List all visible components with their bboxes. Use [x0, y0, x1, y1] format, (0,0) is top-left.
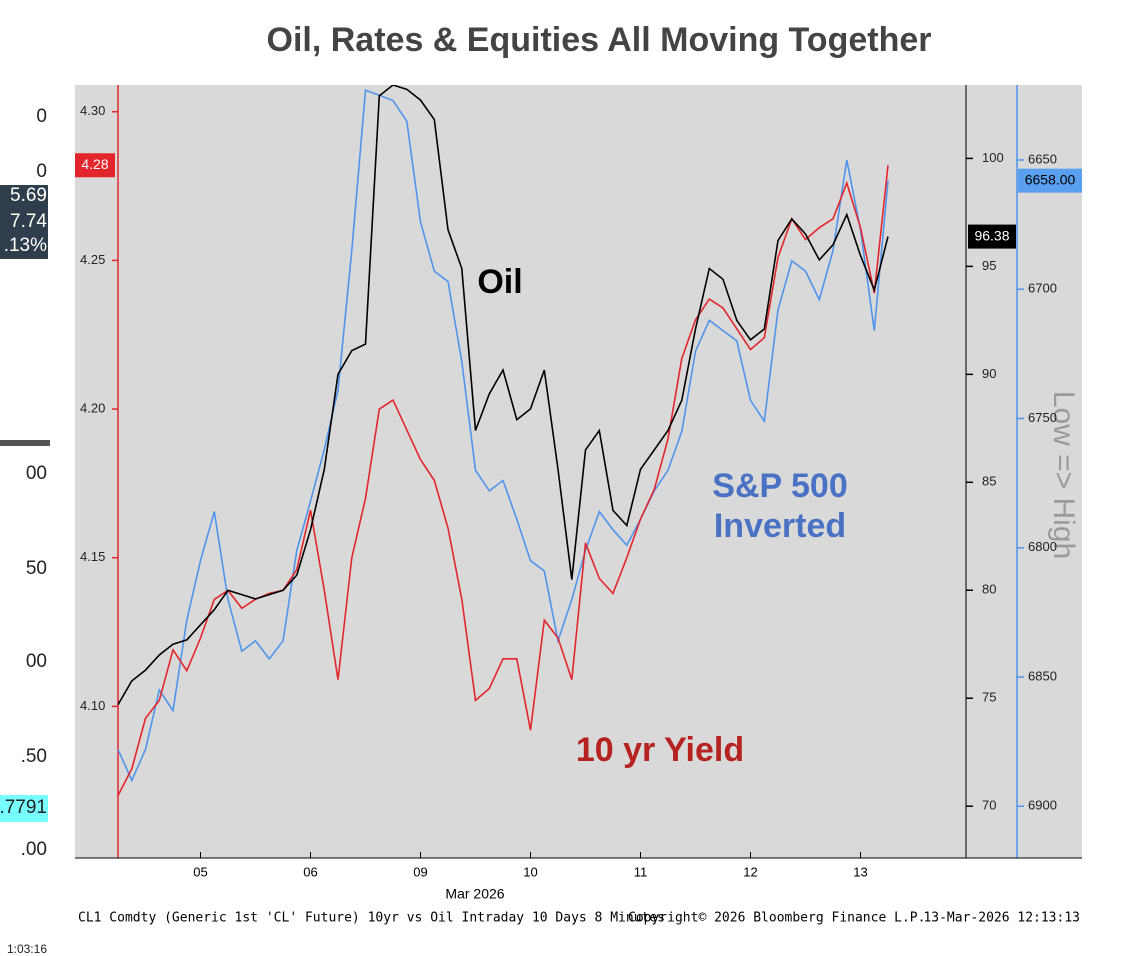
series-label: S&P 500 Inverted: [712, 467, 848, 545]
series-label: Oil: [477, 263, 523, 301]
last-value-box: [75, 153, 115, 178]
tick-label: 100: [982, 150, 1004, 165]
footer: Copyright© 2026 Bloomberg Finance L.P.: [628, 911, 925, 926]
side-text: .7791: [0, 797, 47, 818]
last-value-label: 6658.00: [1025, 171, 1076, 187]
tick-label: 4.30: [80, 103, 105, 118]
x-tick-label: 12: [743, 864, 757, 879]
last-value-box: [968, 224, 1016, 249]
x-tick-label: 13: [853, 864, 867, 879]
y3-axis-label: Low => High: [1047, 391, 1080, 559]
tick-label: 4.20: [80, 401, 105, 416]
tick-label: 4.10: [80, 698, 105, 713]
last-value-label: 4.28: [81, 156, 108, 172]
tick-label: 6750: [1028, 410, 1057, 425]
series-label: 10 yr Yield: [575, 731, 745, 769]
side-text: .13%: [4, 235, 47, 256]
tick-label: 4.25: [80, 252, 105, 267]
plot-area: [75, 85, 1082, 858]
side-text: 00: [26, 463, 47, 484]
x-axis-label: Mar 2026: [445, 886, 504, 902]
tick-label: 6800: [1028, 539, 1057, 554]
side-text: .50: [21, 746, 47, 767]
tick-label: 95: [982, 258, 996, 273]
footer: 13-Mar-2026 12:13:13: [923, 911, 1080, 926]
series-line: [117, 89, 889, 783]
side-text: 0: [36, 161, 47, 182]
tick-label: 75: [982, 690, 996, 705]
x-tick-label: 06: [303, 864, 317, 879]
side-panel: [0, 440, 50, 446]
last-value-box: [1018, 168, 1082, 193]
side-text: 50: [26, 558, 47, 579]
last-value-label: 96.38: [974, 227, 1009, 243]
tick-label: 6650: [1028, 151, 1057, 166]
tick-label: 6850: [1028, 668, 1057, 683]
side-text: 7.74: [10, 211, 47, 232]
side-panel: [0, 185, 48, 259]
side-panel: [0, 795, 48, 822]
x-tick-label: 05: [193, 864, 207, 879]
tick-label: 6700: [1028, 281, 1057, 296]
side-text: .00: [21, 839, 47, 860]
tick-label: 70: [982, 798, 996, 813]
chart-title: Oil, Rates & Equities All Moving Togethe…: [267, 21, 932, 59]
series-line: [117, 165, 889, 796]
side-text: 5.69: [10, 185, 47, 206]
side-text: 1:03:16: [7, 942, 47, 956]
tick-label: 80: [982, 582, 996, 597]
x-tick-label: 10: [523, 864, 537, 879]
tick-label: 90: [982, 366, 996, 381]
side-text: 00: [26, 651, 47, 672]
series-line: [117, 85, 889, 706]
tick-label: 85: [982, 474, 996, 489]
series-group: [117, 85, 889, 796]
x-tick-label: 11: [634, 864, 648, 879]
tick-label: 4.15: [80, 549, 105, 564]
side-text: 0: [36, 106, 47, 127]
footer: CL1 Comdty (Generic 1st 'CL' Future) 10y…: [78, 911, 665, 926]
x-tick-label: 09: [413, 864, 427, 879]
tick-label: 6900: [1028, 798, 1057, 813]
